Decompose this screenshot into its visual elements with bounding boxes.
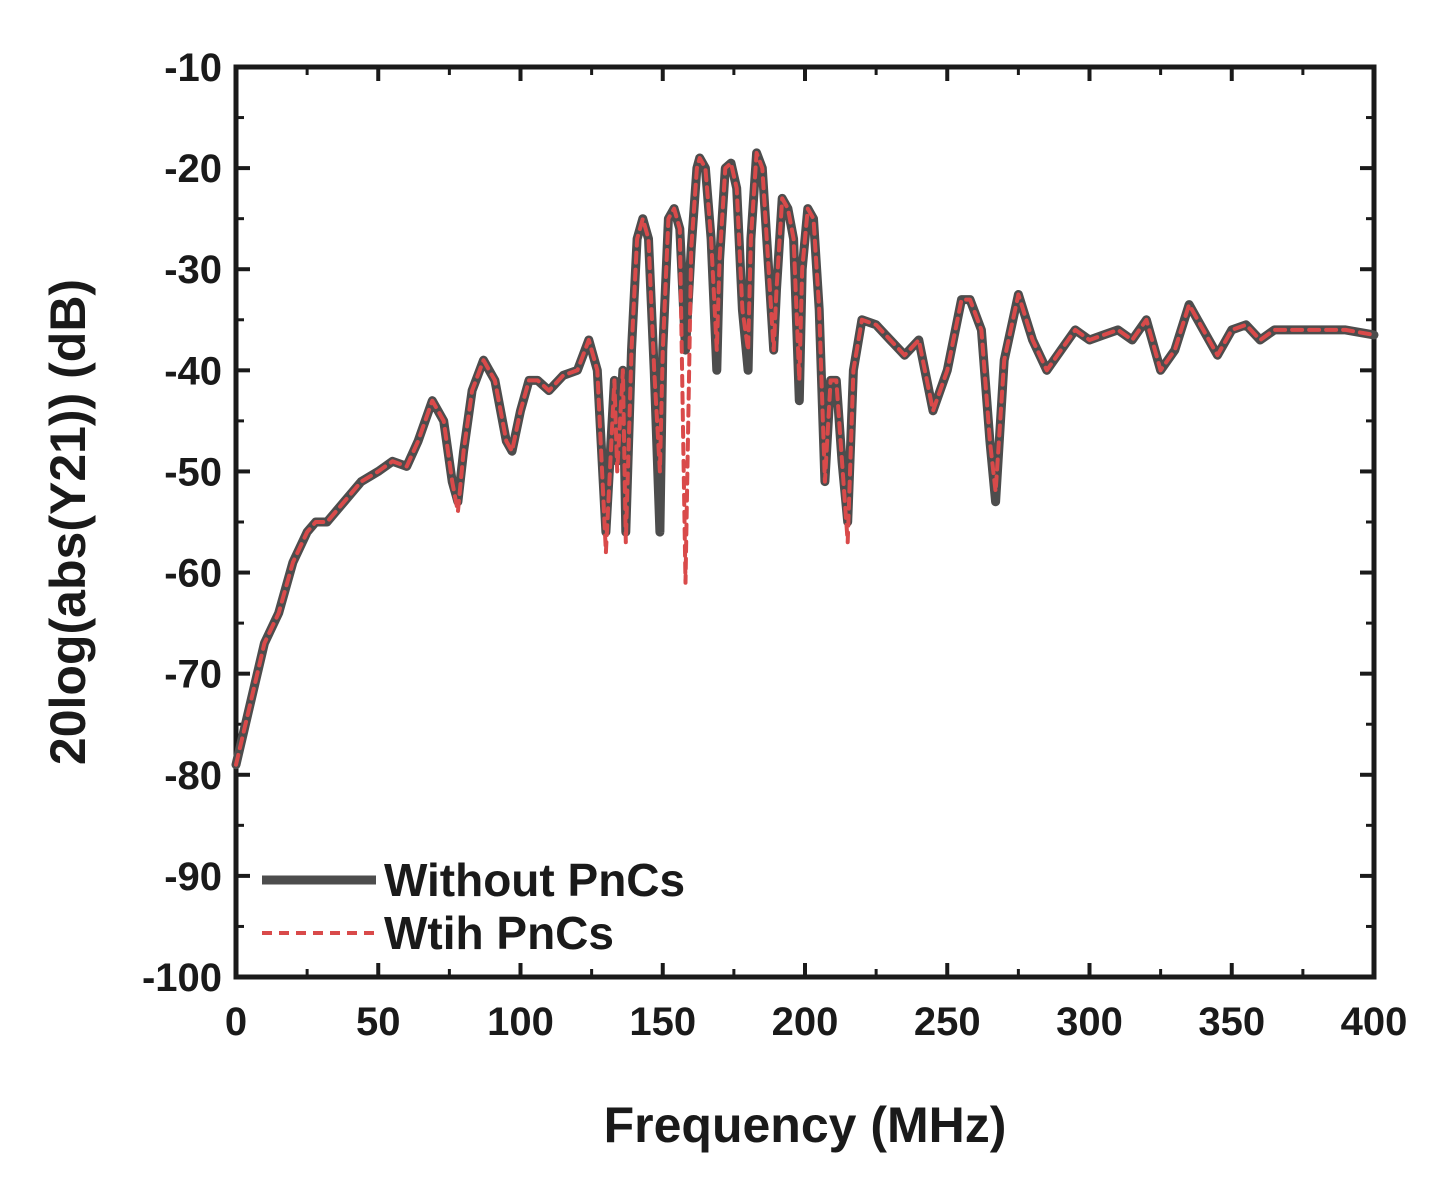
x-axis-title: Frequency (MHz) [604, 1097, 1007, 1153]
y-tick-label: -20 [164, 147, 222, 191]
y-axis: -10 -20 -30 -40 -50 -60 -70 -80 -90 -100 [142, 46, 1374, 1000]
y-tick-label: -40 [164, 349, 222, 393]
y-tick-label: -90 [164, 855, 222, 899]
legend-label-without-pncs: Without PnCs [384, 854, 685, 906]
x-tick-label: 50 [356, 1000, 401, 1044]
y-tick-label: -50 [164, 450, 222, 494]
x-tick-label: 400 [1341, 1000, 1408, 1044]
x-tick-label: 0 [225, 1000, 247, 1044]
y-tick-label: -80 [164, 754, 222, 798]
series-layer [231, 148, 1379, 770]
x-tick-label: 250 [914, 1000, 981, 1044]
x-tick-label: 350 [1198, 1000, 1265, 1044]
legend: Without PnCs Wtih PnCs [262, 854, 685, 959]
x-tick-label: 150 [629, 1000, 696, 1044]
y-tick-label: -100 [142, 956, 222, 1000]
series-line-with-pncs [234, 150, 1376, 767]
x-tick-label: 200 [772, 1000, 839, 1044]
legend-label-with-pncs: Wtih PnCs [384, 907, 614, 959]
x-axis: 0 50 100 150 200 250 300 350 400 [225, 67, 1408, 1044]
plot-area-frame [233, 64, 1377, 980]
y-axis-title: 20log(abs(Y21)) (dB) [40, 279, 96, 765]
x-tick-label: 300 [1056, 1000, 1123, 1044]
y-tick-label: -10 [164, 46, 222, 90]
x-tick-label: 100 [487, 1000, 554, 1044]
y-tick-label: -30 [164, 248, 222, 292]
y-tick-label: -60 [164, 552, 222, 596]
y-tick-label: -70 [164, 653, 222, 697]
